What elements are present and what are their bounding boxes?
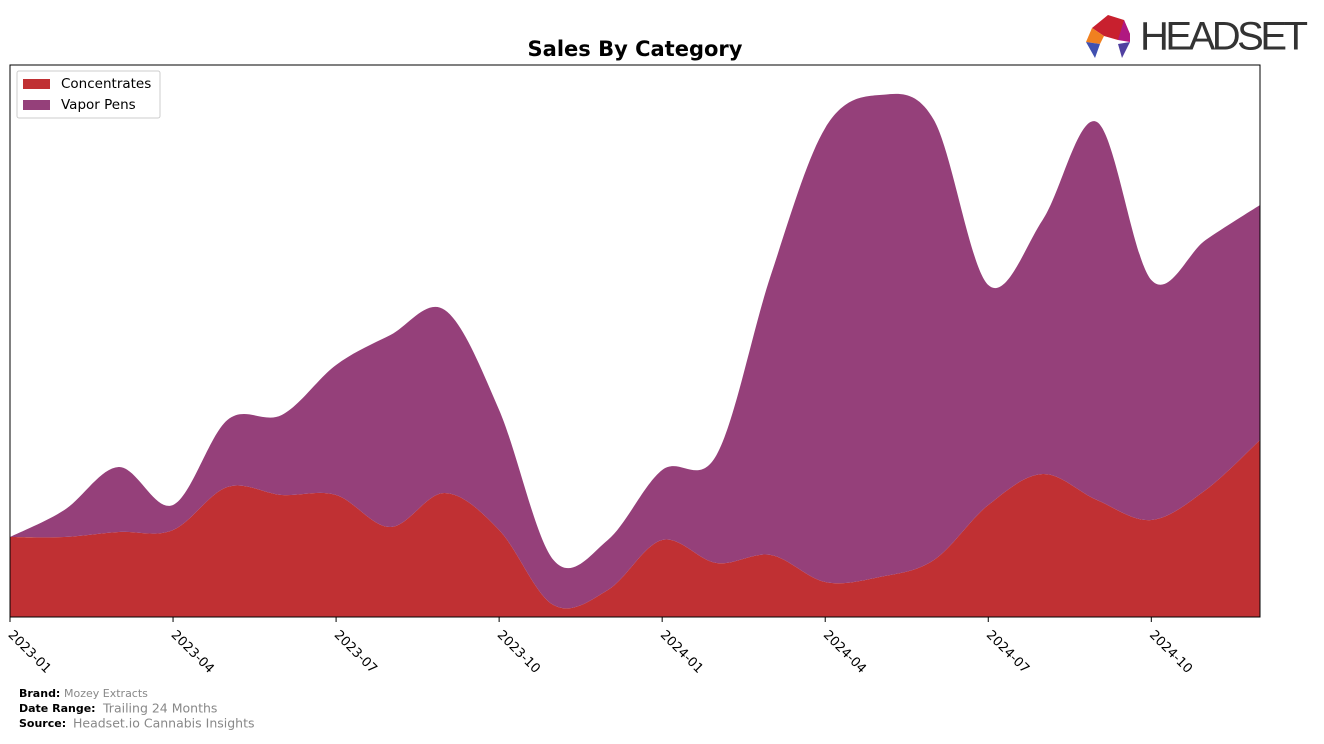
footer-label: Source: <box>19 717 66 730</box>
legend-box <box>16 70 161 119</box>
x-tick-label: 2024-10 <box>1146 628 1195 677</box>
logo: HEADSET <box>1086 15 1308 59</box>
footer-value: Trailing 24 Months <box>102 701 217 716</box>
area <box>10 93 1260 609</box>
footer-label: Brand: <box>19 687 60 700</box>
chart-title: Sales By Category <box>528 37 743 61</box>
area <box>10 440 1260 617</box>
footer-value: Headset.io Cannabis Insights <box>73 716 255 731</box>
x-tick-label: 2023-01 <box>5 628 54 677</box>
x-tick-label: 2023-04 <box>168 628 217 677</box>
footer: Brand: Mozey Extracts Date Range: Traili… <box>19 687 255 731</box>
x-tick-label: 2024-01 <box>657 628 706 677</box>
legend-label: Concentrates <box>61 76 151 92</box>
footer-value: Mozey Extracts <box>64 687 148 700</box>
logo-text: HEADSET <box>1140 15 1308 59</box>
legend-swatch <box>23 79 50 89</box>
x-tick-label: 2024-04 <box>820 628 869 677</box>
footer-label: Date Range: <box>19 702 96 715</box>
x-tick-label: 2023-10 <box>494 628 543 677</box>
legend-label: Vapor Pens <box>61 97 136 113</box>
legend-swatch <box>23 100 50 110</box>
x-tick-label: 2024-07 <box>983 628 1032 677</box>
x-tick-label: 2023-07 <box>331 628 380 677</box>
plot-frame <box>9 64 1261 618</box>
